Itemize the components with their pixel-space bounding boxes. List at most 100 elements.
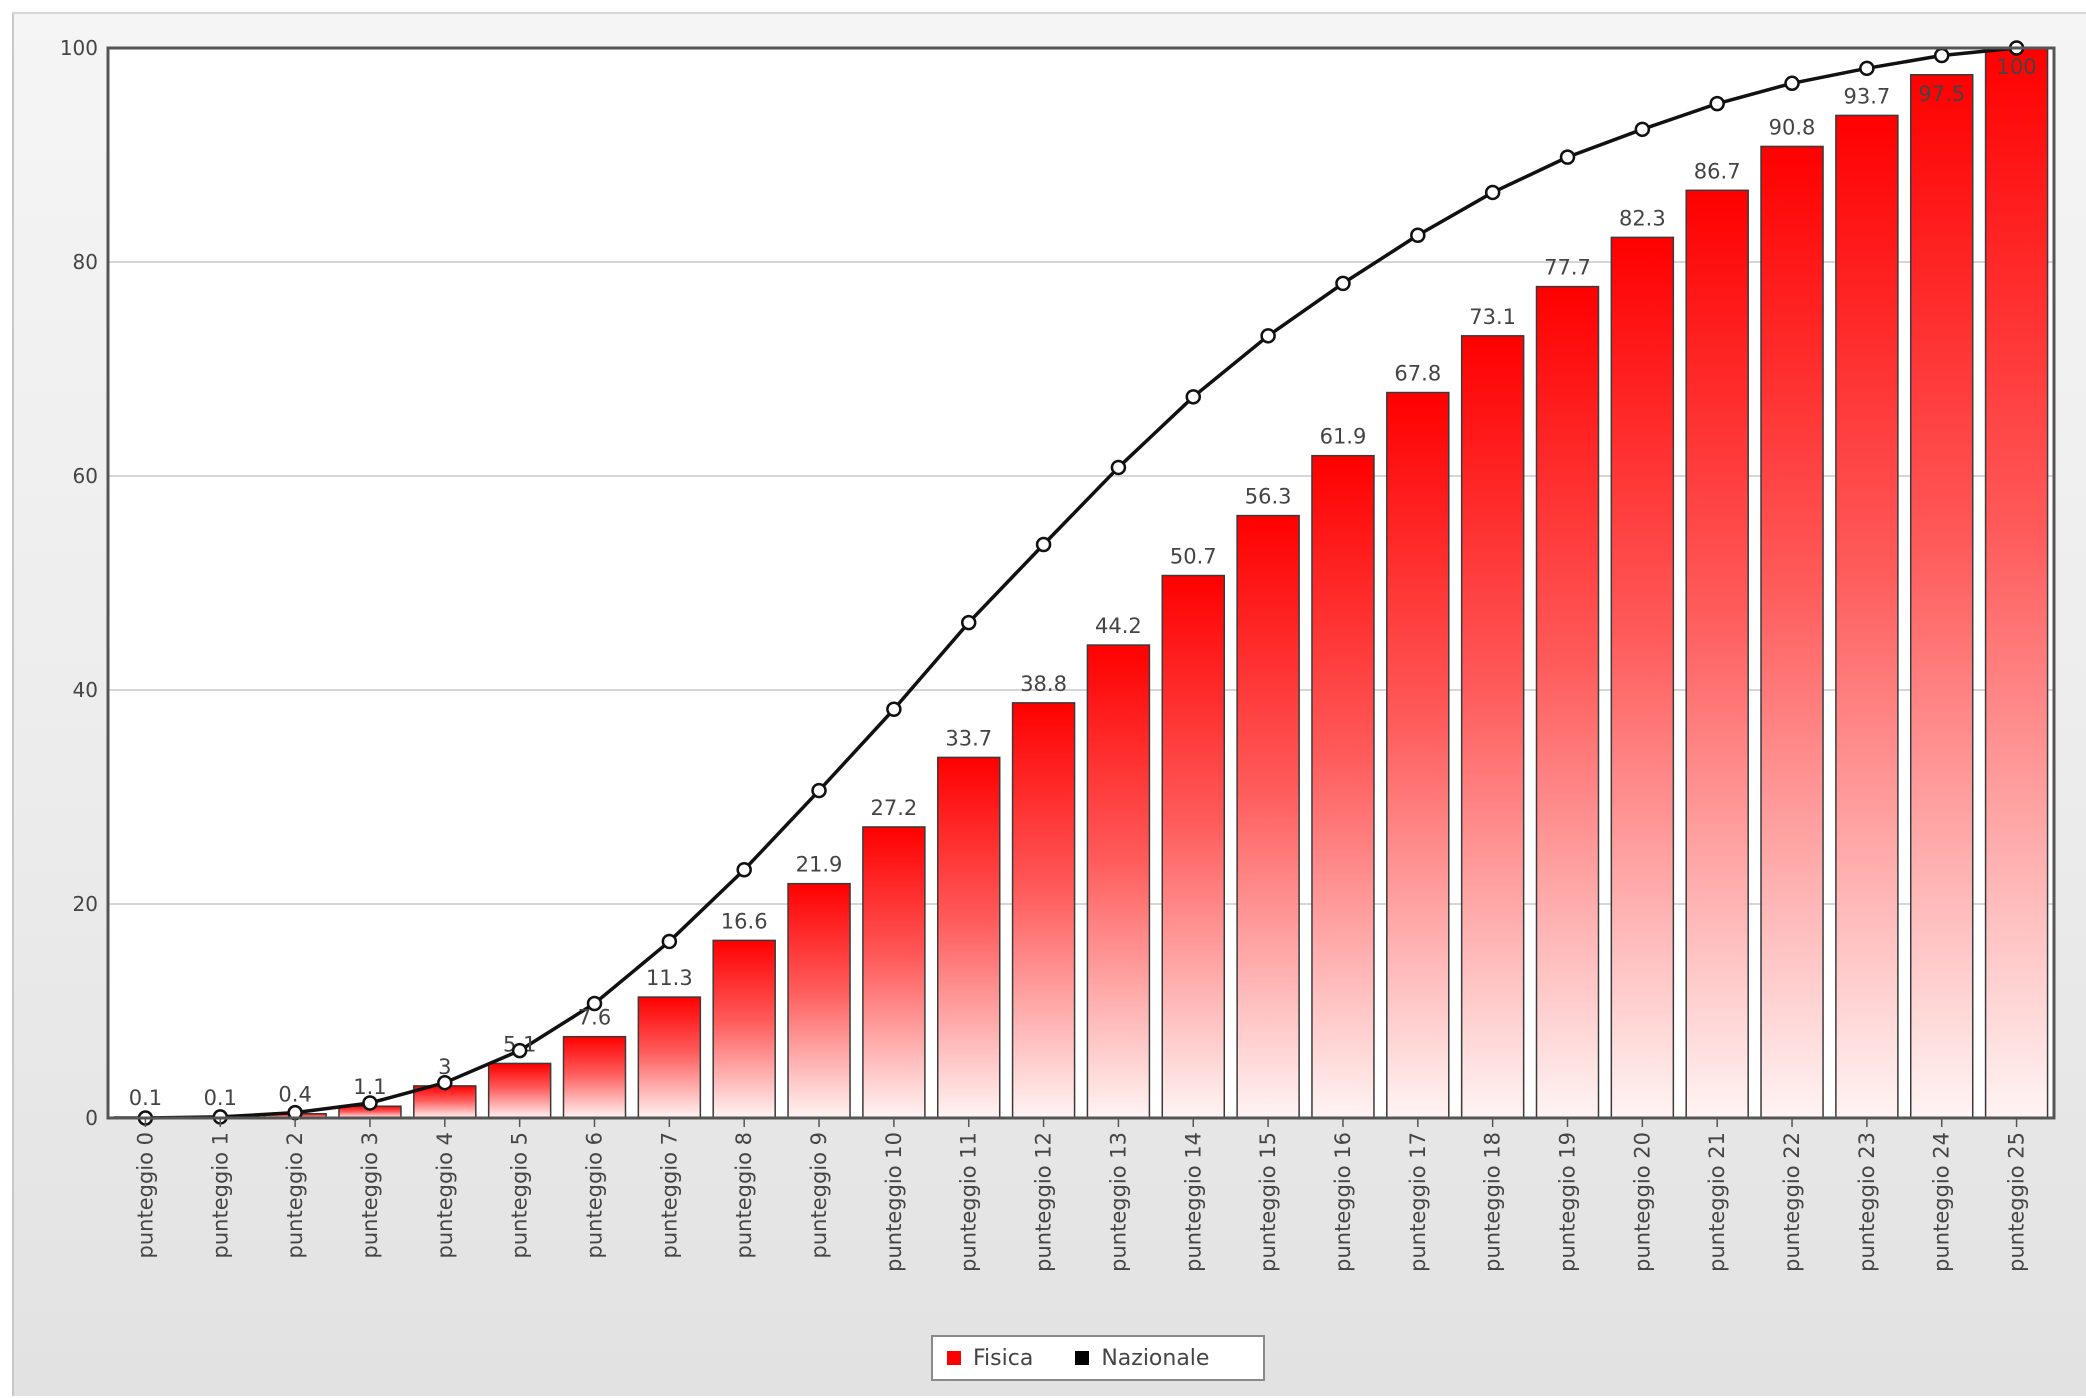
data-label-fisica: 50.7 — [1170, 545, 1217, 569]
data-label-fisica: 100 — [1997, 55, 2037, 79]
legend-swatch-nazionale — [1075, 1351, 1089, 1365]
data-label-fisica: 0.1 — [204, 1086, 237, 1110]
data-label-fisica: 16.6 — [721, 909, 768, 933]
data-label-fisica: 97.5 — [1918, 82, 1965, 106]
data-label-fisica: 21.9 — [796, 853, 843, 877]
bar-fisica — [1611, 237, 1673, 1118]
bar-fisica — [713, 940, 775, 1118]
y-tick-label: 60 — [73, 464, 98, 488]
x-tick-label: punteggio 6 — [583, 1132, 607, 1258]
x-tick-label: punteggio 5 — [508, 1132, 532, 1258]
y-tick-label: 80 — [73, 250, 98, 274]
y-tick-label: 20 — [73, 892, 98, 916]
marker-nazionale — [438, 1076, 451, 1089]
bar-fisica — [489, 1063, 551, 1118]
bar-fisica — [1087, 645, 1149, 1118]
data-label-fisica: 90.8 — [1769, 115, 1816, 139]
data-label-fisica: 73.1 — [1469, 305, 1516, 329]
data-label-fisica: 38.8 — [1020, 672, 1067, 696]
data-label-fisica: 44.2 — [1095, 614, 1142, 638]
bar-fisica — [414, 1086, 476, 1118]
bar-fisica — [938, 757, 1000, 1118]
x-tick-label: punteggio 25 — [2005, 1132, 2029, 1272]
x-tick-label: punteggio 7 — [657, 1132, 681, 1258]
marker-nazionale — [1336, 277, 1349, 290]
x-tick-label: punteggio 19 — [1556, 1132, 1580, 1272]
x-tick-label: punteggio 4 — [433, 1132, 457, 1258]
legend-item-nazionale[interactable]: Nazionale — [1075, 1346, 1209, 1371]
marker-nazionale — [1187, 390, 1200, 403]
marker-nazionale — [1037, 538, 1050, 551]
marker-nazionale — [1860, 62, 1873, 75]
data-label-fisica: 33.7 — [945, 726, 992, 750]
data-label-fisica: 61.9 — [1320, 425, 1367, 449]
x-tick-label: punteggio 10 — [882, 1132, 906, 1272]
data-label-fisica: 77.7 — [1544, 256, 1591, 280]
x-tick-label: punteggio 17 — [1406, 1132, 1430, 1272]
marker-nazionale — [513, 1044, 526, 1057]
x-tick-label: punteggio 21 — [1705, 1132, 1729, 1272]
data-label-fisica: 11.3 — [646, 966, 693, 990]
combo-chart: 0204060801000.10.10.41.135.17.611.316.62… — [14, 14, 2086, 1398]
data-label-fisica: 93.7 — [1844, 84, 1891, 108]
data-label-fisica: 86.7 — [1694, 159, 1741, 183]
legend: Fisica Nazionale — [931, 1335, 1265, 1381]
marker-nazionale — [1711, 97, 1724, 110]
marker-nazionale — [887, 703, 900, 716]
x-tick-label: punteggio 12 — [1032, 1132, 1056, 1272]
legend-item-fisica[interactable]: Fisica — [947, 1346, 1033, 1371]
y-tick-label: 100 — [60, 36, 98, 60]
marker-nazionale — [1935, 49, 1948, 62]
data-label-fisica: 56.3 — [1245, 485, 1292, 509]
x-tick-label: punteggio 20 — [1630, 1132, 1654, 1272]
marker-nazionale — [1112, 461, 1125, 474]
x-tick-label: punteggio 18 — [1481, 1132, 1505, 1272]
x-tick-label: punteggio 2 — [283, 1132, 307, 1258]
marker-nazionale — [1486, 186, 1499, 199]
marker-nazionale — [738, 863, 751, 876]
bar-fisica — [863, 827, 925, 1118]
legend-label-fisica: Fisica — [973, 1346, 1033, 1371]
x-tick-label: punteggio 8 — [732, 1132, 756, 1258]
bar-fisica — [1237, 516, 1299, 1118]
x-tick-label: punteggio 0 — [133, 1132, 157, 1258]
bar-fisica — [564, 1037, 626, 1118]
bar-fisica — [1686, 190, 1748, 1118]
x-tick-label: punteggio 14 — [1181, 1132, 1205, 1272]
marker-nazionale — [1786, 77, 1799, 90]
marker-nazionale — [1262, 329, 1275, 342]
bar-fisica — [1462, 336, 1524, 1118]
marker-nazionale — [1561, 151, 1574, 164]
marker-nazionale — [1411, 229, 1424, 242]
data-label-fisica: 27.2 — [871, 796, 918, 820]
y-tick-label: 40 — [73, 678, 98, 702]
marker-nazionale — [663, 935, 676, 948]
marker-nazionale — [962, 616, 975, 629]
x-tick-label: punteggio 15 — [1256, 1132, 1280, 1272]
marker-nazionale — [813, 784, 826, 797]
x-tick-label: punteggio 9 — [807, 1132, 831, 1258]
bar-fisica — [1986, 48, 2048, 1118]
bar-fisica — [1761, 146, 1823, 1118]
bar-fisica — [1013, 703, 1075, 1118]
y-tick-label: 0 — [85, 1106, 98, 1130]
x-tick-label: punteggio 11 — [957, 1132, 981, 1272]
data-label-fisica: 0.1 — [129, 1086, 162, 1110]
marker-nazionale — [1636, 123, 1649, 136]
x-tick-label: punteggio 23 — [1855, 1132, 1879, 1272]
chart-panel: 0204060801000.10.10.41.135.17.611.316.62… — [12, 12, 2086, 1396]
x-tick-label: punteggio 1 — [208, 1132, 232, 1258]
marker-nazionale — [588, 997, 601, 1010]
data-label-fisica: 0.4 — [278, 1083, 311, 1107]
bar-fisica — [788, 884, 850, 1118]
x-tick-label: punteggio 13 — [1106, 1132, 1130, 1272]
bar-fisica — [638, 997, 700, 1118]
x-tick-label: punteggio 22 — [1780, 1132, 1804, 1272]
x-tick-label: punteggio 24 — [1930, 1132, 1954, 1272]
marker-nazionale — [363, 1097, 376, 1110]
bar-fisica — [1162, 576, 1224, 1118]
bar-fisica — [1312, 456, 1374, 1118]
bar-fisica — [1836, 115, 1898, 1118]
x-tick-label: punteggio 3 — [358, 1132, 382, 1258]
legend-label-nazionale: Nazionale — [1101, 1346, 1209, 1371]
